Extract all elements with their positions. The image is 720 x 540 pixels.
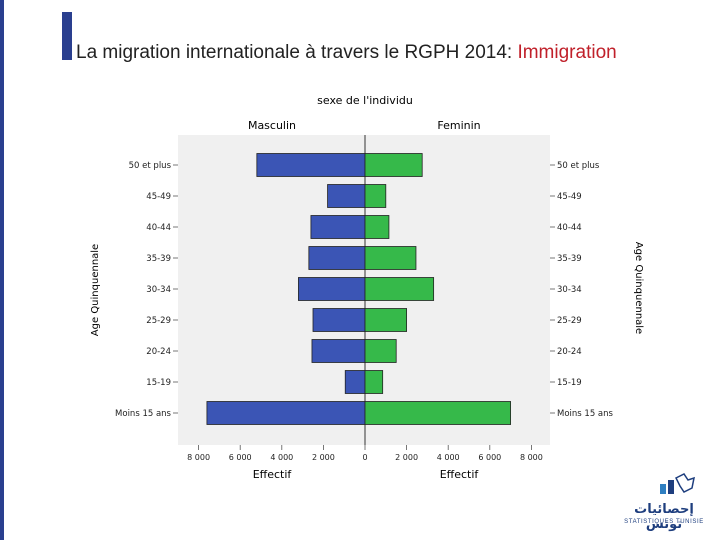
category-label-left-7: 15-19	[146, 378, 171, 388]
category-label-left-0: 50 et plus	[129, 161, 172, 171]
bar-male-1	[327, 184, 366, 208]
category-label-left-1: 45-49	[146, 192, 171, 202]
category-label-left-6: 20-24	[146, 347, 171, 357]
x-tick-label-1: 6 000	[229, 453, 252, 462]
category-label-left-3: 35-39	[146, 254, 171, 264]
bar-female-5	[364, 308, 407, 332]
y-axis-label-left: Age Quinquennale	[90, 244, 101, 336]
bar-male-3	[308, 246, 366, 270]
panel-title-male: Masculin	[248, 119, 296, 132]
bar-male-2	[310, 215, 366, 239]
bar-female-4	[364, 277, 435, 301]
category-label-right-5: 25-29	[557, 316, 582, 326]
chart-title: sexe de l'individu	[317, 94, 413, 107]
category-label-right-8: Moins 15 ans	[557, 409, 614, 419]
bar-female-2	[364, 215, 390, 239]
x-tick-label-4: 0	[362, 453, 367, 462]
y-axis-label-right: Age Quinquennale	[633, 242, 644, 334]
left-accent-bar	[0, 0, 4, 540]
bar-female-1	[364, 184, 387, 208]
bar-male-0	[256, 153, 366, 177]
category-label-left-4: 30-34	[146, 285, 171, 295]
bar-male-5	[312, 308, 366, 332]
title-highlight: Immigration	[517, 42, 617, 63]
slide-title: La migration internationale à travers le…	[76, 42, 617, 64]
bar-male-4	[298, 277, 366, 301]
bar-female-7	[364, 370, 384, 394]
title-bracket	[62, 12, 72, 60]
category-label-left-8: Moins 15 ans	[115, 409, 172, 419]
bar-female-0	[364, 153, 423, 177]
category-label-right-4: 30-34	[557, 285, 582, 295]
bar-male-8	[206, 401, 366, 425]
category-label-right-7: 15-19	[557, 378, 582, 388]
bar-female-6	[364, 339, 397, 363]
bar-male-7	[344, 370, 366, 394]
x-axis-label-female: Effectif	[440, 468, 480, 481]
category-label-right-1: 45-49	[557, 192, 582, 202]
title-main: La migration internationale à travers le…	[76, 42, 518, 63]
x-tick-label-2: 4 000	[270, 453, 293, 462]
category-label-right-0: 50 et plus	[557, 161, 600, 171]
x-tick-label-3: 2 000	[312, 453, 335, 462]
category-label-right-6: 20-24	[557, 347, 582, 357]
logo-arabic-text: إحصائيات تونس	[634, 502, 694, 532]
x-tick-label-0: 8 000	[187, 453, 210, 462]
bar-male-6	[311, 339, 366, 363]
x-axis-label-male: Effectif	[253, 468, 293, 481]
category-label-right-3: 35-39	[557, 254, 582, 264]
bar-female-3	[364, 246, 417, 270]
x-tick-label-7: 6 000	[478, 453, 501, 462]
logo-mark-icon	[660, 473, 695, 494]
x-tick-label-6: 4 000	[437, 453, 460, 462]
x-tick-label-8: 8 000	[520, 453, 543, 462]
category-label-left-2: 40-44	[146, 223, 171, 233]
panel-title-female: Feminin	[437, 119, 480, 132]
category-label-left-5: 25-29	[146, 316, 171, 326]
category-label-right-2: 40-44	[557, 223, 582, 233]
logo-english-text: STATISTIQUES TUNISIE	[624, 519, 704, 525]
x-tick-label-5: 2 000	[395, 453, 418, 462]
statistiques-tunisie-logo: إحصائيات تونس STATISTIQUES TUNISIE	[616, 472, 712, 532]
bar-female-8	[364, 401, 512, 425]
